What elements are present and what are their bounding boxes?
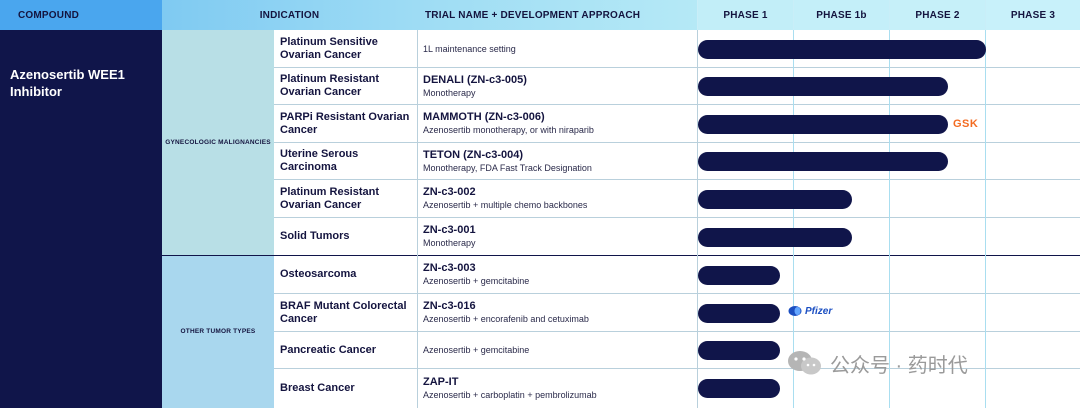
trial-name: ZN-c3-016 (423, 300, 476, 312)
gsk-logo: GSK (953, 118, 979, 130)
trial-description: Azenosertib + multiple chemo backbones (423, 200, 588, 210)
trial-description: Azenosertib + gemcitabine (423, 345, 530, 355)
compound-name: Azenosertib WEE1 Inhibitor (10, 67, 125, 99)
indication-label: Pancreatic Cancer (280, 343, 376, 356)
header-phase-3: PHASE 3 (985, 0, 1080, 30)
trial-description: Monotherapy (423, 238, 476, 248)
phase-bar (698, 379, 780, 398)
header-phase-2: PHASE 2 (889, 0, 985, 30)
trial-description: Monotherapy (423, 87, 476, 98)
watermark-label: 公众号 · 药时代 (830, 354, 968, 377)
indication-label: Uterine Serous Carcinoma (280, 148, 359, 173)
table-row: BRAF Mutant Colorectal Cancer ZN-c3-016 A… (274, 294, 1080, 332)
indication-label: Platinum Sensitive Ovarian Cancer (280, 35, 378, 61)
indication-label: Platinum Resistant Ovarian Cancer (280, 185, 380, 211)
table-row: Pancreatic Cancer Azenosertib + gemcitab… (274, 332, 1080, 369)
divider-phase-2 (889, 30, 890, 408)
phase-bar (698, 40, 986, 59)
trial-description: Azenosertib + carboplatin + pembrolizuma… (423, 390, 597, 400)
table-row: Platinum Resistant Ovarian Cancer ZN-c3-… (274, 180, 1080, 218)
trial-name: ZN-c3-002 (423, 186, 476, 198)
table-row: Platinum Sensitive Ovarian Cancer 1L mai… (274, 30, 1080, 68)
table-row: Breast Cancer ZAP-IT Azenosertib + carbop… (274, 369, 1080, 408)
indication-label: BRAF Mutant Colorectal Cancer (280, 299, 407, 325)
trial-description: Monotherapy, FDA Fast Track Designation (423, 162, 592, 173)
divider-phase-1 (697, 30, 698, 408)
phase-bar (698, 266, 780, 285)
header-compound: COMPOUND (0, 0, 162, 30)
indication-label: PARPi Resistant Ovarian Cancer (280, 110, 410, 136)
table-row: Osteosarcoma ZN-c3-003 Azenosertib + gemc… (274, 256, 1080, 294)
divider-trial (417, 30, 418, 408)
table-row: PARPi Resistant Ovarian Cancer MAMMOTH (… (274, 105, 1080, 143)
phase-bar (698, 115, 948, 134)
divider-phase-1b (793, 30, 794, 408)
phase-bar (698, 341, 780, 360)
header-indication: INDICATION (162, 0, 417, 30)
phase-bar (698, 304, 780, 323)
compound-column (0, 30, 162, 408)
watermark: 公众号 · 药时代 (786, 348, 968, 378)
pfizer-label: Pfizer (805, 305, 833, 317)
trial-name: MAMMOTH (ZN-c3-006) (423, 111, 545, 123)
group-gynecologic: GYNECOLOGIC MALIGNANCIES (162, 30, 274, 256)
header-phase-1: PHASE 1 (697, 0, 793, 30)
trial-description: Azenosertib + encorafenib and cetuximab (423, 314, 589, 324)
indication-label: Osteosarcoma (280, 268, 357, 280)
header-phase-1b: PHASE 1b (793, 0, 889, 30)
phase-bar (698, 77, 948, 96)
phase-bar (698, 228, 852, 247)
pfizer-logo: Pfizer (788, 305, 832, 317)
pfizer-pill-icon (788, 306, 802, 316)
phase-bar (698, 152, 948, 171)
group-other-tumors: OTHER TUMOR TYPES (162, 256, 274, 408)
trial-name: ZAP-IT (423, 376, 459, 388)
trial-name: ZN-c3-003 (423, 262, 476, 274)
table-row: Platinum Resistant Ovarian Cancer DENALI… (274, 68, 1080, 105)
trial-name: TETON (ZN-c3-004) (423, 148, 524, 161)
wechat-icon (788, 351, 821, 375)
phase-bar (698, 190, 852, 209)
divider-phase-3 (985, 30, 986, 408)
trial-description: 1L maintenance setting (423, 43, 516, 54)
trial-description: Azenosertib monotherapy, or with nirapar… (423, 125, 594, 135)
trial-description: Azenosertib + gemcitabine (423, 276, 530, 286)
table-row: Uterine Serous Carcinoma TETON (ZN-c3-00… (274, 143, 1080, 180)
indication-label: Platinum Resistant Ovarian Cancer (280, 73, 380, 98)
indication-label: Breast Cancer (280, 382, 355, 394)
table-row: Solid Tumors ZN-c3-001 Monotherapy (274, 218, 1080, 256)
trial-name: ZN-c3-001 (423, 224, 476, 236)
trial-name: DENALI (ZN-c3-005) (423, 73, 527, 86)
header-trial: TRIAL NAME + DEVELOPMENT APPROACH (417, 0, 697, 30)
indication-label: Solid Tumors (280, 230, 350, 242)
